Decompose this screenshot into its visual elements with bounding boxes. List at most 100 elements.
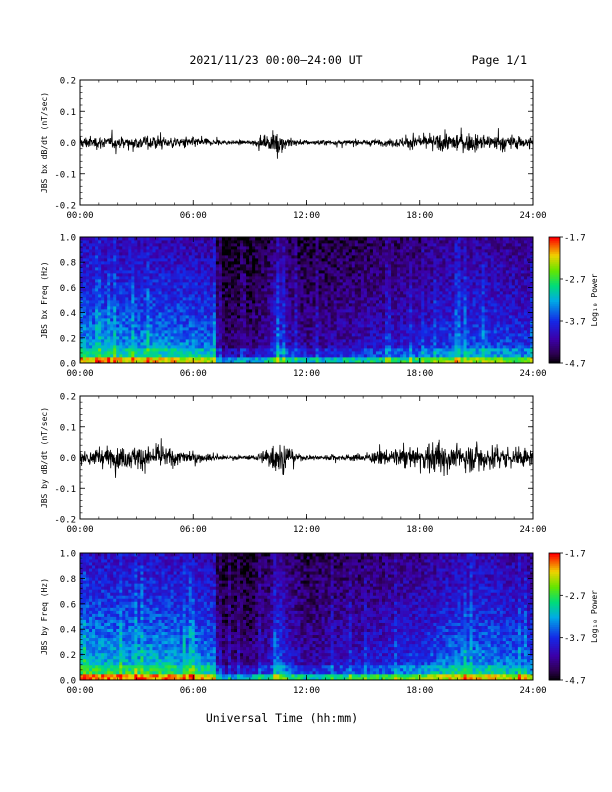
heatmap-cell: [345, 252, 350, 256]
heatmap-cell: [128, 354, 132, 358]
heatmap-cell: [351, 261, 356, 265]
heatmap-cell: [372, 255, 377, 259]
heatmap-cell: [113, 315, 117, 319]
heatmap-cell: [418, 273, 422, 277]
heatmap-cell: [206, 282, 211, 286]
heatmap-cell: [119, 327, 123, 331]
heatmap-cell: [252, 348, 256, 352]
heatmap-cell: [237, 330, 241, 334]
heatmap-cell: [400, 297, 404, 301]
heatmap-cell: [412, 243, 416, 247]
heatmap-cell: [300, 327, 304, 331]
heatmap-cell: [321, 333, 326, 337]
heatmap-cell: [176, 270, 181, 274]
heatmap-cell: [394, 261, 398, 265]
heatmap-cell: [330, 285, 335, 289]
heatmap-cell: [339, 312, 344, 316]
heatmap-cell: [394, 249, 398, 253]
heatmap-cell: [348, 261, 353, 265]
heatmap-cell: [400, 243, 404, 247]
heatmap-cell: [95, 336, 99, 340]
heatmap-cell: [345, 249, 350, 253]
heatmap-cell: [240, 246, 244, 250]
heatmap-cell: [279, 249, 283, 253]
heatmap-cell: [403, 309, 407, 313]
heatmap-cell: [378, 294, 383, 298]
heatmap-cell: [354, 279, 359, 283]
heatmap-cell: [363, 294, 368, 298]
heatmap-cell: [167, 279, 171, 283]
heatmap-cell: [131, 342, 135, 346]
heatmap-cell: [107, 261, 111, 265]
heatmap-cell: [234, 291, 238, 295]
heatmap-cell: [312, 294, 316, 298]
heatmap-cell: [321, 273, 326, 277]
heatmap-cell: [267, 330, 271, 334]
heatmap-cell: [285, 303, 289, 307]
heatmap-cell: [209, 237, 214, 241]
heatmap-cell: [158, 324, 162, 328]
heatmap-cell: [185, 240, 190, 244]
heatmap-cell: [270, 306, 274, 310]
heatmap-cell: [224, 258, 229, 262]
heatmap-cell: [412, 261, 416, 265]
heatmap-cell: [101, 360, 105, 364]
heatmap-cell: [276, 240, 280, 244]
heatmap-cell: [303, 348, 307, 352]
heatmap-cell: [351, 258, 356, 262]
heatmap-cell: [116, 270, 120, 274]
heatmap-cell: [255, 300, 259, 304]
heatmap-cell: [385, 246, 389, 250]
heatmap-cell: [143, 306, 147, 310]
heatmap-cell: [158, 306, 162, 310]
heatmap-cell: [95, 357, 99, 361]
heatmap-cell: [258, 255, 262, 259]
heatmap-cell: [270, 288, 274, 292]
heatmap-cell: [170, 255, 175, 259]
heatmap-cell: [86, 288, 90, 292]
heatmap-cell: [397, 258, 401, 262]
heatmap-cell: [107, 282, 111, 286]
heatmap-cell: [89, 288, 93, 292]
heatmap-cell: [119, 255, 123, 259]
heatmap-cell: [197, 291, 202, 295]
heatmap-cell: [182, 282, 187, 286]
heatmap-cell: [240, 240, 244, 244]
x-tick-label: 12:00: [293, 211, 320, 221]
heatmap-cell: [227, 309, 232, 313]
heatmap-cell: [119, 324, 123, 328]
heatmap-cell: [231, 354, 235, 358]
heatmap-cell: [363, 354, 368, 358]
heatmap-cell: [122, 279, 126, 283]
heatmap-cell: [285, 354, 289, 358]
heatmap-cell: [246, 294, 250, 298]
heatmap-cell: [285, 342, 289, 346]
heatmap-cell: [348, 312, 353, 316]
heatmap-cell: [276, 264, 280, 268]
heatmap-cell: [234, 237, 238, 241]
heatmap-cell: [83, 351, 87, 355]
heatmap-cell: [188, 249, 193, 253]
y-tick-label: -0.2: [54, 202, 76, 212]
heatmap-cell: [276, 273, 280, 277]
heatmap-cell: [146, 267, 150, 271]
heatmap-cell: [107, 252, 111, 256]
heatmap-cell: [421, 261, 425, 265]
heatmap-cell: [188, 360, 193, 364]
heatmap-cell: [339, 330, 344, 334]
heatmap-cell: [104, 321, 108, 325]
heatmap-cell: [357, 237, 362, 241]
heatmap-cell: [101, 273, 105, 277]
heatmap-cell: [252, 258, 256, 262]
heatmap-cell: [227, 288, 232, 292]
heatmap-cell: [249, 345, 253, 349]
heatmap-cell: [83, 243, 87, 247]
heatmap-cell: [427, 324, 431, 328]
heatmap-cell: [360, 282, 365, 286]
heatmap-cell: [333, 306, 338, 310]
heatmap-cell: [188, 342, 193, 346]
heatmap-cell: [412, 309, 416, 313]
heatmap-cell: [378, 339, 383, 343]
heatmap-cell: [385, 297, 389, 301]
heatmap-cell: [149, 342, 153, 346]
